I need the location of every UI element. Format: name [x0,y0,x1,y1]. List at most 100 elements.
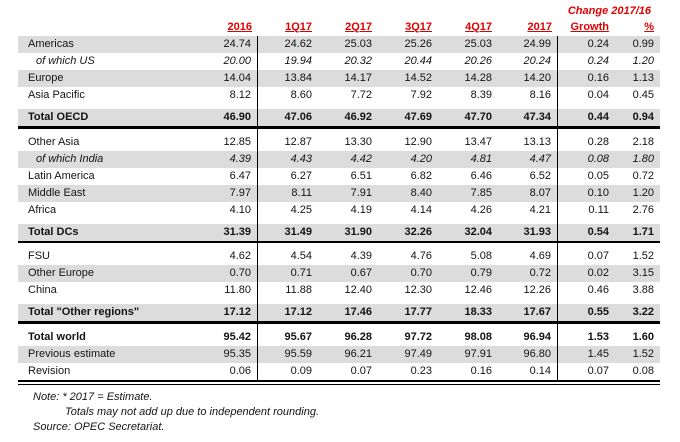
cell-value: 6.51 [350,169,372,182]
cell-value: 14.20 [498,70,558,87]
cell-value: 13.30 [344,135,372,148]
cell-value: 20.44 [404,55,432,67]
cell-value: 4.14 [410,203,432,216]
cell-value: 96.94 [498,328,558,346]
cell-value: 32.04 [464,225,492,238]
cell-value: 0.10 [587,186,609,199]
cell-value: 0.24 [587,55,609,67]
row-label: Previous estimate [28,347,116,360]
oil-demand-table: Change 2017/16 2016 1Q17 2Q17 3Q17 4Q17 … [18,4,660,435]
cell-value: 4.42 [350,152,372,165]
cell-value: 96.28 [344,330,372,343]
cell-value: 24.99 [498,36,558,53]
table-row: Other Asia 12.85 12.87 13.30 12.90 13.47 13.13… [18,133,660,151]
row-label: Other Europe [28,267,95,279]
cell-value: 13.13 [498,133,558,151]
cell-value: 12.30 [404,284,432,296]
spacer-row [18,104,660,109]
cell-value: 8.16 [498,87,558,104]
cell-value: 2.18 [632,135,654,148]
table-row: Other Europe 0.70 0.71 0.67 0.70 0.79 0.72 0.02… [18,265,660,282]
cell-value: 14.04 [200,70,258,87]
cell-value: 25.03 [464,38,492,50]
cell-value: 1.20 [632,186,654,199]
cell-value: 31.93 [498,223,558,241]
col-header-2017: 2017 [527,21,552,33]
cell-value: 0.72 [498,265,558,282]
cell-value: 1.13 [632,72,654,84]
cell-value: 0.72 [632,169,654,182]
cell-value: 0.04 [587,89,609,101]
table-row: of which US 20.00 19.94 20.32 20.44 20.26 20.2… [18,53,660,70]
cell-value: 4.47 [498,150,558,168]
cell-value: 0.54 [587,225,609,238]
cell-value: 0.24 [587,38,609,50]
col-header-1q17: 1Q17 [285,21,312,33]
table-row: Africa 4.10 4.25 4.19 4.14 4.26 4.21 0.11 2.76 [18,201,660,219]
cell-value: 6.82 [410,169,432,182]
cell-value: 97.72 [404,330,432,343]
cell-value: 46.92 [344,111,372,123]
row-label: Total world [28,330,86,343]
cell-value: 4.10 [200,201,258,219]
cell-value: 12.85 [200,133,258,151]
spacer-row [18,323,660,329]
cell-value: 12.40 [344,284,372,296]
spacer-row [18,243,660,248]
cell-value: 24.74 [200,36,258,53]
cell-value: 46.90 [200,109,258,126]
row-label: Europe [28,72,64,84]
cell-value: 31.39 [200,223,258,241]
cell-value: 4.19 [350,203,372,216]
cell-value: 0.16 [470,364,492,377]
table-header-top: Change 2017/16 [18,4,660,19]
row-label: Latin America [28,169,95,182]
table-row: Previous estimate 95.35 95.59 96.21 97.49 97.… [18,345,660,363]
cell-value: 4.69 [498,248,558,265]
cell-value: 0.45 [632,89,654,101]
cell-value: 4.21 [498,201,558,219]
spacer-cell [200,323,258,329]
cell-value: 20.24 [498,53,558,70]
cell-value: 7.92 [410,89,432,101]
spacer-cell [498,299,558,304]
divider-line [18,321,660,324]
cell-value: 31.49 [284,225,312,238]
table-row: Middle East 7.97 8.11 7.91 8.40 7.85 8.07 0.10 1… [18,184,660,202]
col-header-2q17: 2Q17 [345,21,372,33]
cell-value: 0.07 [587,364,609,377]
spacer-cell [200,104,258,109]
cell-value: 97.49 [404,347,432,360]
cell-value: 25.26 [404,38,432,50]
cell-value: 1.52 [632,250,654,262]
table-body: Americas 24.74 24.62 25.03 25.26 25.03 24.99 0.… [18,36,660,385]
cell-value: 0.46 [587,284,609,296]
cell-value: 14.28 [464,72,492,84]
spacer-cell [498,128,558,134]
spacer-cell [498,218,558,224]
cell-value: 0.02 [587,267,609,279]
cell-value: 1.20 [632,55,654,67]
spacer-cell [498,323,558,329]
spacer-cell [200,218,258,224]
cell-value: 8.11 [291,186,312,199]
cell-value: 11.80 [200,282,258,299]
cell-value: 12.87 [284,135,312,148]
cell-value: 0.28 [587,135,609,148]
cell-value: 8.40 [410,186,432,199]
cell-value: 0.08 [632,364,654,377]
cell-value: 95.67 [284,330,312,343]
cell-value: 47.34 [498,109,558,126]
cell-value: 13.84 [284,72,312,84]
table-row: Revision 0.06 0.09 0.07 0.23 0.16 0.14 0.07 0.08 [18,362,660,380]
spacer-row [18,218,660,224]
col-header-3q17: 3Q17 [405,21,432,33]
row-label: FSU [28,250,50,262]
cell-value: 0.06 [200,362,258,380]
cell-value: 7.97 [200,184,258,202]
cell-value: 3.88 [632,284,654,296]
cell-value: 8.60 [290,89,312,101]
cell-value: 20.26 [464,55,492,67]
table-row: FSU 4.62 4.54 4.39 4.76 5.08 4.69 0.07 1.52 [18,248,660,265]
divider-line [18,126,660,129]
